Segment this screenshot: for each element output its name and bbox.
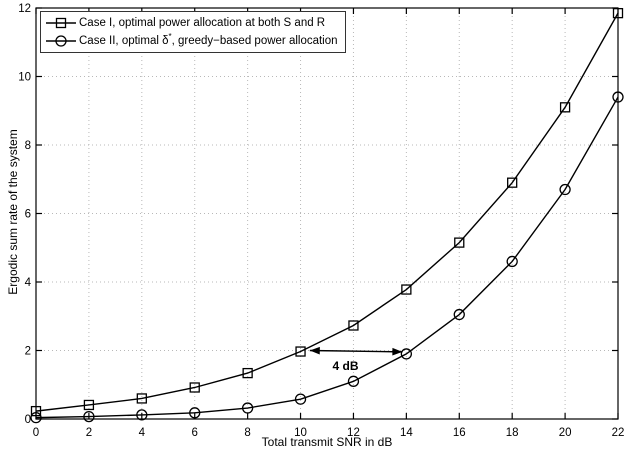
y-tick-label: 12 — [18, 3, 31, 15]
x-tick-label: 8 — [244, 427, 250, 439]
circle-marker-icon — [46, 35, 76, 47]
x-tick-label: 10 — [294, 427, 307, 439]
y-tick-label: 6 — [25, 209, 31, 221]
x-axis-label: Total transmit SNR in dB — [261, 435, 393, 449]
marker-square-case-1 — [295, 346, 306, 357]
legend-label-part: Case I, optimal power allocation at both… — [79, 17, 326, 29]
marker-square-case-1 — [83, 399, 95, 411]
marker-circle-case-2 — [30, 411, 42, 424]
legend-label-case-2: Case II, optimal δ*, greedy−based power … — [79, 32, 338, 47]
marker-square-case-1 — [242, 367, 253, 379]
x-tick-label: 16 — [453, 427, 466, 439]
legend-item-case-1: Case I, optimal power allocation at both… — [45, 14, 338, 32]
axes-frame — [35, 7, 619, 420]
series-line-case-2 — [35, 96, 619, 419]
legend-label-part: Case II, optimal δ — [79, 35, 169, 47]
marker-circle-case-2 — [506, 255, 518, 268]
x-tick-label: 18 — [506, 427, 519, 439]
x-tick-label: 20 — [559, 427, 572, 439]
arrowhead-right — [392, 347, 403, 356]
marker-square-case-1 — [507, 177, 518, 188]
x-tick-label: 22 — [612, 427, 625, 439]
annotation-arrow-line — [309, 349, 403, 353]
marker-square-case-1 — [348, 320, 359, 331]
legend-item-case-2: Case II, optimal δ*, greedy−based power … — [45, 32, 338, 50]
x-tick-label: 6 — [192, 427, 198, 439]
marker-square-case-1 — [612, 7, 624, 19]
marker-circle-case-2 — [241, 402, 254, 414]
legend-label-part: , greedy−based power allocation — [171, 35, 338, 47]
marker-circle-case-2 — [294, 393, 307, 405]
marker-circle-case-2 — [559, 183, 571, 196]
y-tick-label: 0 — [25, 414, 31, 426]
marker-square-case-1 — [401, 284, 412, 295]
marker-circle-case-2 — [400, 348, 413, 360]
y-tick-label: 4 — [25, 277, 32, 289]
marker-circle-case-2 — [347, 375, 360, 387]
x-tick-label: 4 — [139, 427, 146, 439]
x-tick-label: 0 — [33, 427, 39, 439]
legend-label-sup: * — [168, 32, 172, 42]
marker-circle-case-2 — [453, 308, 465, 321]
y-tick-label: 2 — [25, 346, 31, 358]
marker-circle-case-2 — [83, 410, 95, 423]
marker-square-case-1 — [189, 382, 200, 393]
marker-square-case-1 — [559, 102, 571, 113]
y-axis-label: Ergodic sum rate of the system — [6, 129, 20, 295]
x-tick-label: 14 — [400, 427, 413, 439]
y-tick-label: 8 — [25, 140, 31, 152]
marker-square-case-1 — [136, 393, 147, 404]
marker-square-case-1 — [30, 405, 42, 417]
y-tick-label: 10 — [18, 72, 31, 84]
marker-circle-case-2 — [612, 91, 624, 103]
annotation-4db-label: 4 dB — [332, 358, 359, 373]
marker-circle-case-2 — [189, 407, 201, 419]
legend: Case I, optimal power allocation at both… — [40, 11, 346, 53]
marker-circle-case-2 — [136, 409, 148, 421]
x-tick-label: 12 — [347, 427, 360, 439]
series-line-case-1 — [35, 12, 619, 412]
square-marker-icon — [46, 17, 76, 29]
arrowhead-left — [309, 346, 320, 355]
legend-label-case-1: Case I, optimal power allocation at both… — [79, 17, 325, 29]
x-tick-label: 2 — [86, 427, 92, 439]
marker-square-case-1 — [454, 237, 465, 248]
